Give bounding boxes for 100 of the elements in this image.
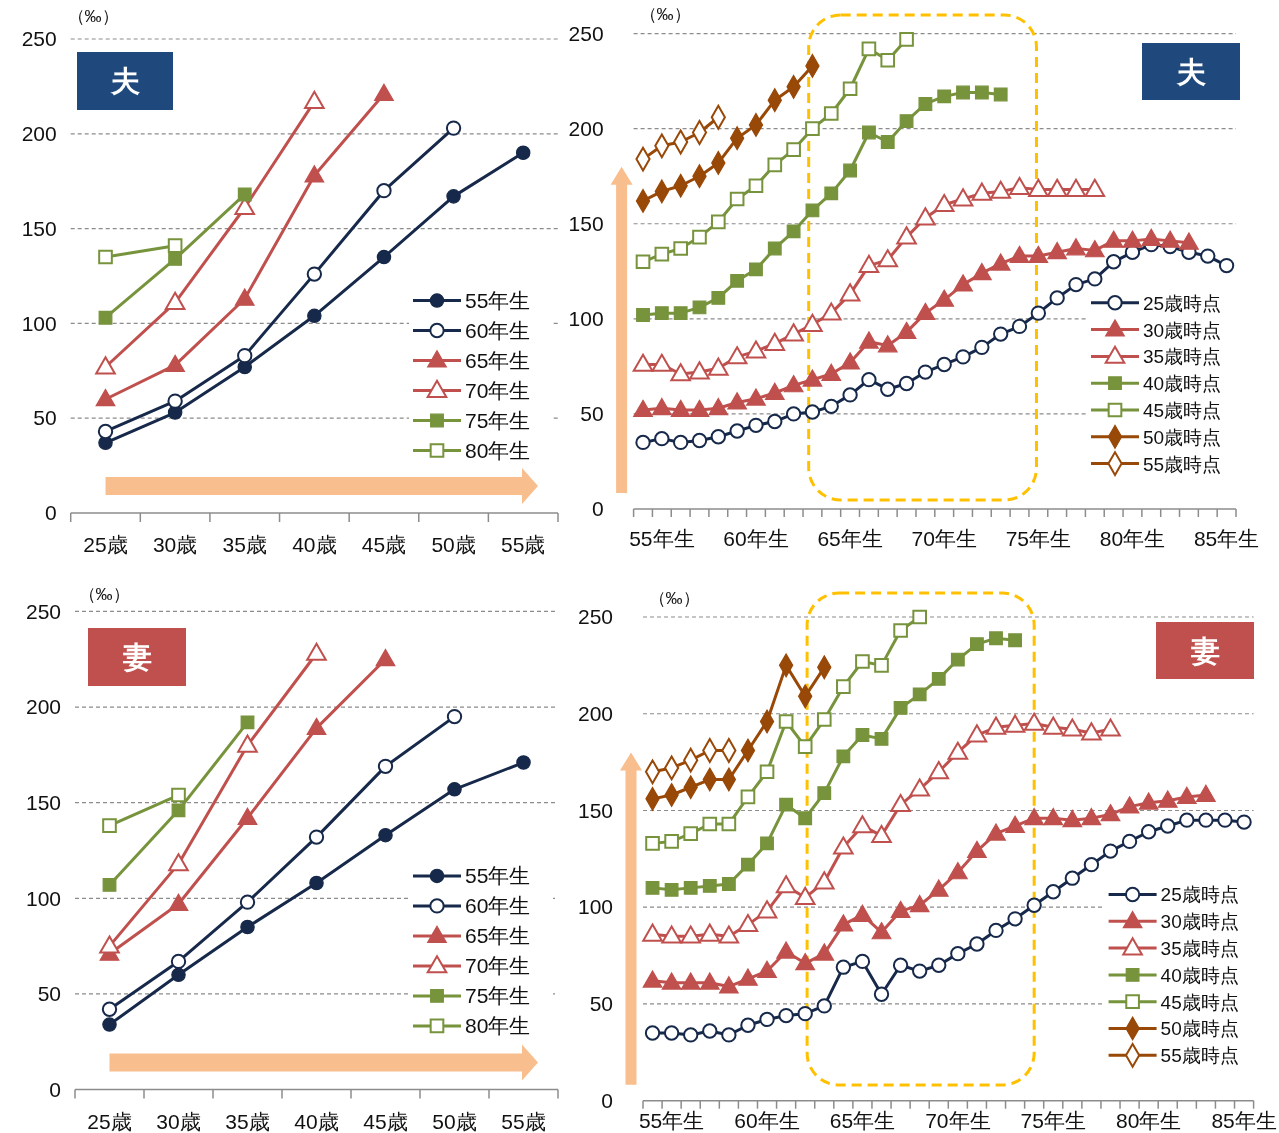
point [764, 332, 786, 351]
x-tick-label: 80年生 [1099, 527, 1166, 550]
x-tick-label: 55年生 [638, 1108, 705, 1132]
point [101, 1001, 118, 1017]
point [97, 423, 114, 440]
legend-label: 70年生 [465, 378, 531, 402]
point [947, 862, 968, 880]
point [974, 339, 990, 356]
point [918, 97, 933, 111]
legend-label: 25歳時点 [1160, 884, 1239, 906]
point [786, 142, 801, 157]
point [1103, 230, 1124, 248]
point [664, 882, 679, 897]
point [1046, 178, 1068, 197]
x-tick-label: 70年生 [925, 1108, 991, 1132]
point [683, 880, 698, 895]
point [632, 353, 654, 372]
y-tick-label: 250 [25, 599, 61, 623]
legend-label: 60年生 [465, 318, 531, 342]
point [874, 658, 889, 673]
point [708, 357, 729, 376]
y-tick-label: 150 [568, 211, 604, 235]
x-tick-label: 55歳 [501, 533, 546, 556]
point [785, 406, 802, 422]
point [377, 758, 394, 774]
point [839, 283, 861, 302]
point [699, 923, 721, 942]
x-tick-label: 65年生 [817, 527, 883, 550]
point [748, 178, 764, 194]
point [651, 353, 673, 372]
point [645, 836, 660, 851]
x-tick-label: 50歳 [432, 1109, 477, 1133]
y-tick-label: 0 [49, 1077, 61, 1101]
point [740, 789, 756, 805]
point [928, 879, 949, 897]
point [171, 967, 186, 983]
point [893, 701, 908, 715]
point [727, 392, 748, 410]
y-tick-label: 250 [21, 27, 57, 51]
legend-label: 55年生 [465, 863, 531, 887]
point [1236, 814, 1252, 830]
point [165, 354, 186, 373]
point [702, 816, 718, 832]
point [644, 1025, 661, 1041]
point [915, 302, 936, 321]
point [1200, 248, 1216, 264]
point [718, 976, 739, 994]
point [746, 388, 766, 406]
point [854, 953, 871, 970]
point [654, 246, 670, 262]
point [98, 310, 113, 325]
point [880, 52, 896, 68]
point [168, 893, 189, 912]
point [912, 963, 928, 979]
y-axis-title: （‰） [648, 589, 700, 608]
point [988, 922, 1004, 939]
point [1160, 818, 1176, 834]
point [672, 434, 689, 451]
point [989, 631, 1003, 646]
point [654, 306, 669, 321]
point [633, 399, 653, 418]
point [237, 187, 252, 202]
point [928, 761, 950, 780]
x-tick-label: 75年生 [1020, 1108, 1086, 1132]
point [802, 369, 823, 387]
y-tick-label: 0 [45, 501, 57, 525]
point [237, 807, 258, 825]
point [969, 936, 985, 952]
x-tick-label: 30歳 [152, 533, 198, 556]
point [1122, 230, 1143, 248]
point [931, 671, 946, 686]
point [1005, 815, 1025, 833]
point [306, 642, 327, 661]
point [759, 1011, 775, 1028]
point [1062, 718, 1083, 737]
point [95, 356, 116, 375]
point [167, 393, 183, 409]
x-tick-label: 85年生 [1193, 527, 1260, 550]
point [917, 364, 934, 380]
y-tick-label: 150 [25, 790, 61, 814]
point [874, 731, 889, 746]
x-tick-label: 60年生 [723, 527, 789, 550]
point [645, 880, 660, 895]
point [833, 914, 854, 932]
point [786, 224, 801, 239]
point [890, 793, 911, 813]
point [859, 331, 879, 349]
point [680, 925, 702, 944]
y-tick-label: 100 [577, 895, 613, 919]
point [1004, 714, 1026, 733]
point [1176, 786, 1197, 804]
x-tick-label: 25歳 [87, 1109, 132, 1133]
legend-label: 55歳時点 [1160, 1045, 1239, 1067]
point [813, 871, 835, 890]
point [947, 741, 969, 760]
point [1081, 722, 1102, 741]
point [971, 182, 993, 201]
point [805, 203, 820, 218]
point [692, 300, 707, 315]
point [102, 1017, 117, 1032]
